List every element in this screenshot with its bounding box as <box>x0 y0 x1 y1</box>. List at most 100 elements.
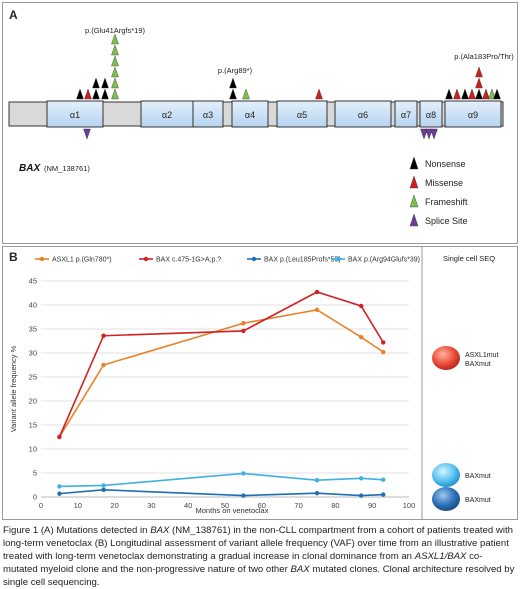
data-point <box>101 487 106 492</box>
x-tick-label: 50 <box>221 501 229 510</box>
x-tick-label: 80 <box>331 501 339 510</box>
legend-entry-label: BAX c.475-1G>A;p.? <box>156 257 221 264</box>
panel-a: A α1 α2 α3 α4 α5 α6 α7 α8 α9 p.(Glu41A <box>2 2 518 244</box>
domain-label-a5: α5 <box>297 110 307 120</box>
data-point <box>101 362 106 368</box>
legend-frameshift-label: Frameshift <box>425 197 468 207</box>
data-point <box>314 289 320 295</box>
chart-legend: ASXL1 p.(Gln780*) BAX c.475-1G>A;p.? BAX p… <box>35 257 420 264</box>
y-tick-label: 0 <box>33 493 37 502</box>
missense-marker <box>84 88 92 100</box>
gene-label: BAX <box>19 163 41 174</box>
y-tick-label: 5 <box>33 469 37 478</box>
domain-label-a8: α8 <box>426 110 436 120</box>
single-cell-bax-dark-circle <box>432 487 460 511</box>
legend-swatch-dot <box>335 256 341 262</box>
frameshift-marker <box>111 44 119 56</box>
legend-entry-label: BAX p.(Arg94Glufs*39) <box>348 257 420 264</box>
nonsense-marker <box>493 88 501 100</box>
data-point <box>241 471 246 476</box>
domain-box-a8 <box>419 100 443 128</box>
mutation-label-ala183: p.(Ala183Pro/Thr) <box>454 52 514 61</box>
bax-protein-diagram: A α1 α2 α3 α4 α5 α6 α7 α8 α9 p.(Glu41A <box>8 8 514 227</box>
single-cell-label-2: BAXmut <box>465 473 491 480</box>
domain-box-a9 <box>444 100 502 128</box>
missense-marker <box>475 66 483 78</box>
frameshift-marker <box>488 88 496 100</box>
y-tick-label: 10 <box>29 445 37 454</box>
x-tick-label: 30 <box>147 501 155 510</box>
mutation-markers <box>76 33 501 140</box>
caption-italic-asxl1-bax: ASXL1/BAX <box>414 551 467 562</box>
chart-series <box>57 289 386 498</box>
data-point <box>57 434 62 440</box>
series-line <box>58 308 384 438</box>
domain-box-a6 <box>334 100 392 128</box>
y-tick-label: 30 <box>29 349 37 358</box>
legend-frameshift-icon <box>409 194 419 208</box>
data-point <box>57 484 62 489</box>
mutation-label-arg89: p.(Arg89*) <box>218 66 253 75</box>
series-line <box>58 291 384 438</box>
splice-site-marker <box>425 128 433 140</box>
legend-swatch-dot <box>39 256 45 262</box>
frameshift-marker <box>111 77 119 89</box>
legend-nonsense-label: Nonsense <box>425 159 466 169</box>
domain-label-a7: α7 <box>401 110 411 120</box>
data-point <box>381 349 386 355</box>
missense-marker <box>475 88 483 100</box>
x-tick-label: 90 <box>368 501 376 510</box>
nonsense-marker <box>101 77 109 89</box>
data-point <box>314 478 320 483</box>
x-tick-label: 70 <box>294 501 302 510</box>
data-point <box>358 476 364 481</box>
y-tick-label: 35 <box>29 325 37 334</box>
transcript-label: (NM_138761) <box>44 164 90 173</box>
data-point <box>381 492 386 497</box>
single-cell-asxl1-bax-circle <box>432 346 460 370</box>
domain-box-a4 <box>231 100 269 128</box>
single-cell-title: Single cell SEQ <box>443 254 495 263</box>
legend-nonsense-icon <box>409 156 419 170</box>
data-point <box>358 493 364 498</box>
domain-label-a1: α1 <box>70 110 80 120</box>
data-point <box>358 303 364 309</box>
single-cell-bax-light-circle <box>432 463 460 487</box>
data-point <box>57 491 62 496</box>
missense-marker <box>482 88 490 100</box>
data-point <box>381 340 386 345</box>
chart-grid <box>41 280 409 498</box>
legend-entry-label: BAX p.(Leu185Profs*55) <box>264 257 341 264</box>
legend-entry-label: ASXL1 p.(Gln780*) <box>52 257 112 264</box>
legend-splice-site-label: Splice Site <box>425 216 468 226</box>
mutation-label-glu41: p.(Glu41Argfs*19) <box>85 26 146 35</box>
panel-b: B Single cell SEQ 0 5 10 15 20 25 30 35 40 45 0 10 2… <box>2 246 518 520</box>
domain-label-a3: α3 <box>203 110 213 120</box>
series-line <box>59 472 384 488</box>
y-tick-label: 45 <box>29 277 37 286</box>
nonsense-marker <box>461 88 469 100</box>
nonsense-marker <box>229 88 237 100</box>
x-tick-label: 20 <box>110 501 118 510</box>
splice-site-marker <box>430 128 438 140</box>
x-tick-label: 10 <box>74 501 82 510</box>
data-point <box>241 493 246 498</box>
data-point <box>101 333 106 338</box>
frameshift-marker <box>111 66 119 78</box>
mutation-type-legend: Nonsense Missense Frameshift Splice Site <box>409 156 468 227</box>
legend-splice-site-icon <box>409 213 419 227</box>
vaf-chart: B Single cell SEQ 0 5 10 15 20 25 30 35 40 45 0 10 2… <box>9 247 499 519</box>
x-tick-label: 60 <box>258 501 266 510</box>
y-axis-label: Variant allele frequency % <box>9 345 18 432</box>
domain-label-a9: α9 <box>468 110 478 120</box>
domain-label-a2: α2 <box>162 110 172 120</box>
data-point <box>241 321 246 326</box>
frameshift-marker <box>111 88 119 100</box>
domain-label-a6: α6 <box>358 110 368 120</box>
data-point <box>314 307 320 312</box>
single-cell-label-1-line2: BAXmut <box>465 361 491 368</box>
splice-site-marker <box>83 128 91 140</box>
caption-part-3: co-mutated myeloid clone and the non-pro… <box>3 551 483 575</box>
y-tick-label: 20 <box>29 397 37 406</box>
data-point <box>314 490 320 496</box>
